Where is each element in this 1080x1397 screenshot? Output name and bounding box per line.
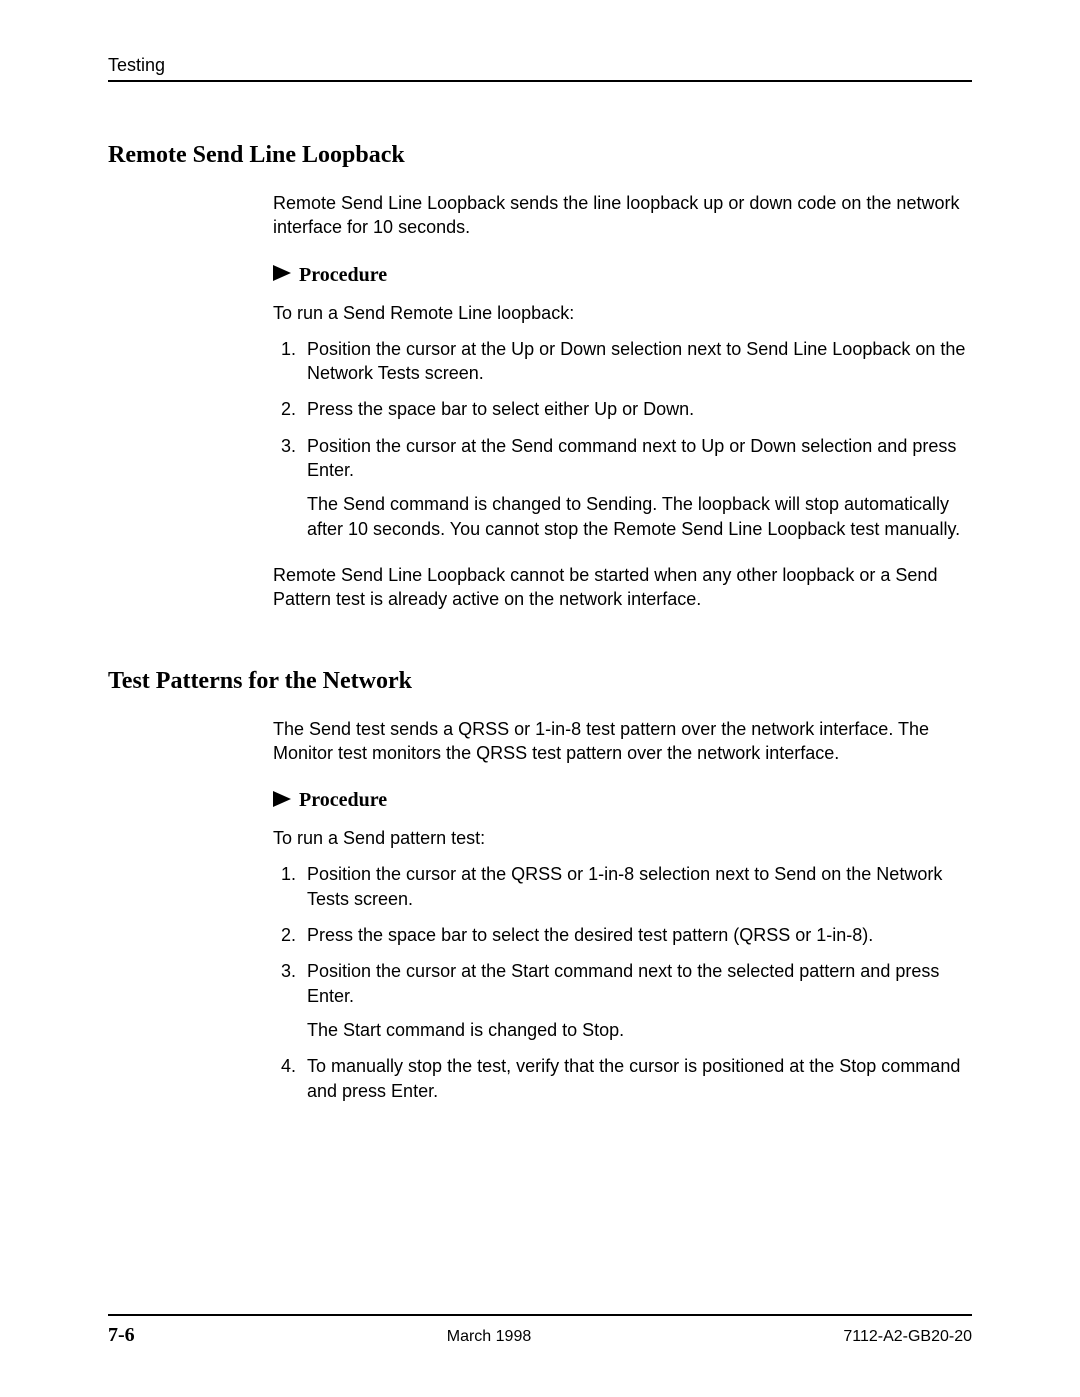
procedure-heading-2: Procedure <box>273 787 972 814</box>
footer-page-number: 7-6 <box>108 1324 135 1347</box>
header-section-name: Testing <box>108 55 165 75</box>
procedure-1-steps: Position the cursor at the Up or Down se… <box>273 337 972 541</box>
step-text: Position the cursor at the Send command … <box>307 436 956 480</box>
page-footer: 7-6 March 1998 7112-A2-GB20-20 <box>108 1314 972 1347</box>
step-subtext: The Send command is changed to Sending. … <box>307 492 972 541</box>
triangle-right-icon <box>273 789 291 813</box>
list-item: Press the space bar to select either Up … <box>301 397 972 421</box>
list-item: To manually stop the test, verify that t… <box>301 1054 972 1103</box>
list-item: Position the cursor at the Send command … <box>301 434 972 541</box>
list-item: Position the cursor at the Start command… <box>301 959 972 1042</box>
document-page: Testing Remote Send Line Loopback Remote… <box>0 0 1080 1397</box>
heading-remote-send-line-loopback: Remote Send Line Loopback <box>108 142 972 169</box>
step-text: To manually stop the test, verify that t… <box>307 1056 960 1100</box>
heading-test-patterns-network: Test Patterns for the Network <box>108 668 972 695</box>
footer-doc-id: 7112-A2-GB20-20 <box>843 1328 972 1346</box>
section-1-body: Remote Send Line Loopback sends the line… <box>273 191 972 612</box>
section-1-after: Remote Send Line Loopback cannot be star… <box>273 563 972 612</box>
page-header: Testing <box>108 55 972 82</box>
list-item: Position the cursor at the Up or Down se… <box>301 337 972 386</box>
procedure-2-steps: Position the cursor at the QRSS or 1-in-… <box>273 862 972 1102</box>
section-spacer <box>108 634 972 668</box>
step-text: Position the cursor at the QRSS or 1-in-… <box>307 864 942 908</box>
triangle-right-icon <box>273 263 291 287</box>
section-1-intro: Remote Send Line Loopback sends the line… <box>273 191 972 240</box>
step-text: Position the cursor at the Up or Down se… <box>307 339 965 383</box>
procedure-label-2: Procedure <box>299 787 387 814</box>
procedure-2-intro: To run a Send pattern test: <box>273 826 972 850</box>
list-item: Position the cursor at the QRSS or 1-in-… <box>301 862 972 911</box>
procedure-heading-1: Procedure <box>273 262 972 289</box>
step-text: Press the space bar to select the desire… <box>307 925 873 945</box>
procedure-1-intro: To run a Send Remote Line loopback: <box>273 301 972 325</box>
list-item: Press the space bar to select the desire… <box>301 923 972 947</box>
step-text: Position the cursor at the Start command… <box>307 961 939 1005</box>
footer-date: March 1998 <box>447 1328 532 1346</box>
step-subtext: The Start command is changed to Stop. <box>307 1018 972 1042</box>
procedure-label-1: Procedure <box>299 262 387 289</box>
section-2-body: The Send test sends a QRSS or 1-in-8 tes… <box>273 717 972 1103</box>
section-2-intro: The Send test sends a QRSS or 1-in-8 tes… <box>273 717 972 766</box>
step-text: Press the space bar to select either Up … <box>307 399 694 419</box>
